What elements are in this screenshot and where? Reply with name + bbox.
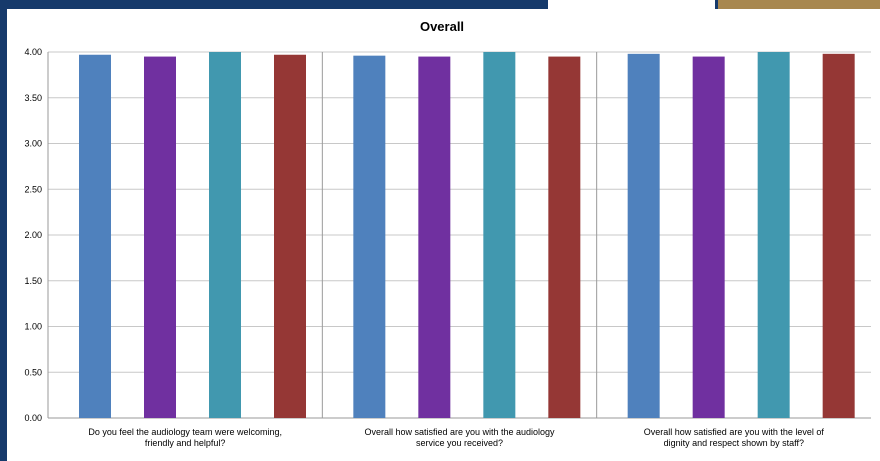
x-category-label: Overall how satisfied are you with the a… <box>364 427 555 448</box>
chart-panel: Overall 0.00 0.50 1.00 1.50 2.00 2.50 3.00 3.50… <box>7 9 880 461</box>
y-tick-label: 3.00 <box>24 139 42 149</box>
bar <box>79 54 111 419</box>
bar <box>144 56 176 418</box>
bar <box>822 53 855 419</box>
bars <box>79 52 855 419</box>
y-axis-ticks: 0.00 0.50 1.00 1.50 2.00 2.50 3.00 3.50 4.00 <box>24 47 42 423</box>
bar <box>757 52 790 418</box>
gridlines <box>47 51 871 419</box>
x-category-label: Overall how satisfied are you with the l… <box>644 427 825 448</box>
bar-chart: Overall 0.00 0.50 1.00 1.50 2.00 2.50 3.00 3.50… <box>24 19 871 448</box>
bar <box>483 52 516 418</box>
x-axis-labels: Do you feel the audiology team were welc… <box>88 427 824 448</box>
y-tick-label: 2.50 <box>24 184 42 194</box>
bar <box>418 56 451 418</box>
header-accent-strip <box>718 0 880 10</box>
y-tick-label: 0.00 <box>24 413 42 423</box>
header-strip <box>548 0 715 10</box>
bar <box>274 54 306 419</box>
category-dividers <box>321 52 598 418</box>
bar <box>692 56 725 418</box>
y-tick-label: 2.00 <box>24 230 42 240</box>
y-tick-label: 1.00 <box>24 322 42 332</box>
y-tick-label: 3.50 <box>24 93 42 103</box>
bar <box>209 52 241 418</box>
bar <box>627 53 660 419</box>
x-category-label: Do you feel the audiology team were welc… <box>88 427 282 448</box>
y-tick-label: 4.00 <box>24 47 42 57</box>
y-tick-label: 1.50 <box>24 276 42 286</box>
y-tick-label: 0.50 <box>24 367 42 377</box>
bar <box>548 56 581 418</box>
chart-title: Overall <box>420 19 464 34</box>
bar <box>353 55 386 418</box>
